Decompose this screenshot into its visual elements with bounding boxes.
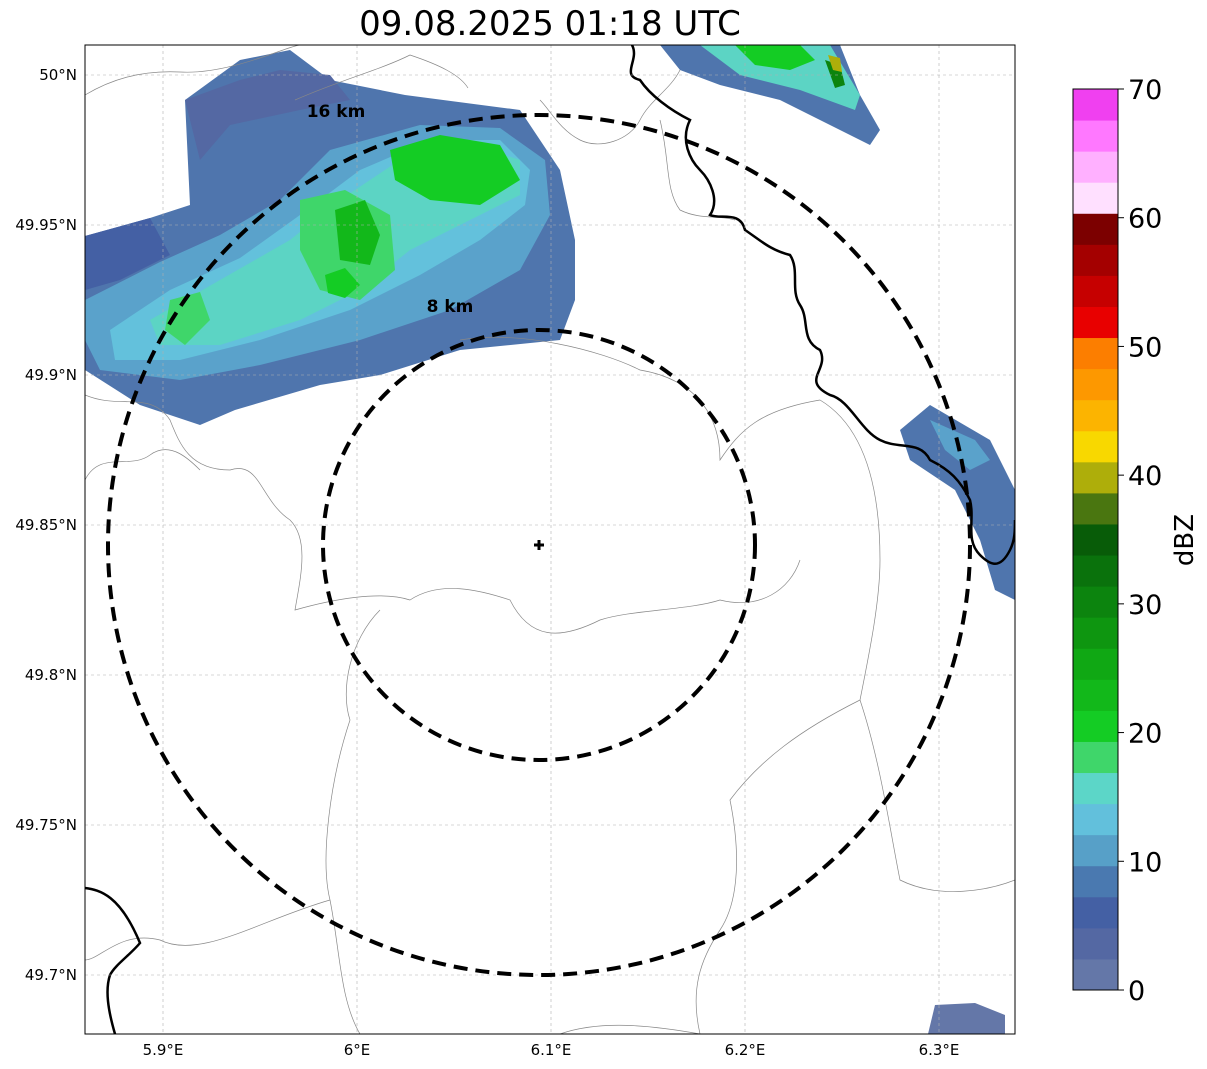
colorbar-segment bbox=[1073, 244, 1118, 276]
echo-green-2 bbox=[390, 135, 520, 205]
colorbar-segment bbox=[1073, 648, 1118, 680]
ring-label-16km: 16 km bbox=[307, 102, 366, 122]
ring-label-8km: 8 km bbox=[427, 297, 474, 317]
colorbar-segment bbox=[1073, 679, 1118, 711]
lon-tick-label: 6.1°E bbox=[531, 1041, 572, 1059]
colorbar-segment bbox=[1073, 337, 1118, 370]
echo-green-4 bbox=[325, 268, 360, 298]
echo-yellow-northeast bbox=[828, 55, 842, 72]
colorbar-tick-label: 50 bbox=[1128, 332, 1162, 363]
lat-tick-label: 49.95°N bbox=[15, 216, 77, 234]
colorbar-segment bbox=[1073, 182, 1118, 214]
colorbar-segment bbox=[1073, 586, 1118, 618]
colorbar-tick-label: 40 bbox=[1128, 461, 1162, 492]
colorbar-segment bbox=[1073, 741, 1118, 774]
colorbar-segment bbox=[1073, 275, 1118, 307]
colorbar-segment bbox=[1073, 306, 1118, 339]
range-rings bbox=[106, 113, 972, 977]
lat-tick-label: 49.9°N bbox=[25, 366, 77, 384]
colorbar-tick-label: 10 bbox=[1128, 847, 1162, 878]
lat-tick-label: 49.75°N bbox=[15, 816, 77, 834]
lat-tick-label: 49.8°N bbox=[25, 666, 77, 684]
echo-blue-edge-1 bbox=[85, 218, 170, 290]
colorbar-segment bbox=[1073, 492, 1118, 525]
colorbar-segment bbox=[1073, 213, 1118, 245]
colorbar-segment bbox=[1073, 523, 1118, 556]
range-ring-16km bbox=[106, 113, 972, 977]
colorbar-segment bbox=[1073, 151, 1118, 183]
colorbar-segment bbox=[1073, 803, 1118, 836]
colorbar-segment bbox=[1073, 555, 1118, 587]
colorbar-segment bbox=[1073, 89, 1118, 121]
lon-tick-label: 6.2°E bbox=[725, 1041, 766, 1059]
colorbar-segment bbox=[1073, 834, 1118, 867]
colorbar-segment bbox=[1073, 927, 1118, 960]
graticule bbox=[85, 45, 1015, 1034]
colorbar bbox=[1072, 88, 1119, 991]
echo-area-southeast bbox=[928, 1003, 1005, 1034]
colorbar-tick-label: 60 bbox=[1128, 204, 1162, 235]
colorbar-segment bbox=[1073, 461, 1118, 494]
plus-icon bbox=[534, 540, 544, 550]
echo-green-northeast bbox=[735, 45, 815, 70]
colorbar-segment bbox=[1073, 958, 1118, 991]
latitude-tick-labels: 50°N 49.95°N 49.9°N 49.85°N 49.8°N 49.75°N 49.… bbox=[15, 66, 77, 984]
lat-tick-label: 49.85°N bbox=[15, 516, 77, 534]
colorbar-tick-label: 70 bbox=[1128, 75, 1162, 106]
lon-tick-label: 6°E bbox=[344, 1041, 371, 1059]
echo-blue-edge-2 bbox=[185, 70, 350, 160]
lon-tick-label: 5.9°E bbox=[143, 1041, 184, 1059]
colorbar-tick-label: 20 bbox=[1128, 719, 1162, 750]
colorbar-segment bbox=[1073, 772, 1118, 805]
longitude-tick-labels: 5.9°E 6°E 6.1°E 6.2°E 6.3°E bbox=[143, 1041, 960, 1059]
colorbar-segment bbox=[1073, 617, 1118, 649]
radar-echoes bbox=[85, 45, 1015, 1034]
colorbar-tick-labels: 0 10 20 30 40 50 60 70 bbox=[1118, 75, 1162, 1007]
colorbar-tick-label: 0 bbox=[1128, 976, 1145, 1007]
colorbar-segment bbox=[1073, 710, 1118, 742]
lat-tick-label: 50°N bbox=[39, 66, 77, 84]
echo-green-3 bbox=[335, 200, 380, 265]
colorbar-segment bbox=[1073, 120, 1118, 152]
colorbar-segment bbox=[1073, 368, 1118, 401]
colorbar-label: dBZ bbox=[1170, 514, 1200, 566]
colorbar-segment bbox=[1073, 865, 1118, 898]
colorbar-frame bbox=[1072, 88, 1119, 991]
colorbar-segment bbox=[1073, 896, 1118, 929]
echo-green-5 bbox=[165, 292, 210, 345]
map-frame bbox=[84, 44, 1016, 1035]
echo-area-northeast-inner bbox=[700, 45, 860, 110]
colorbar-segment bbox=[1073, 430, 1118, 463]
range-ring-8km bbox=[321, 328, 757, 762]
colorbar-tick-label: 30 bbox=[1128, 590, 1162, 621]
lat-tick-label: 49.7°N bbox=[25, 966, 77, 984]
lon-tick-label: 6.3°E bbox=[919, 1041, 960, 1059]
map-title: 09.08.2025 01:18 UTC bbox=[359, 4, 741, 44]
colorbar-segment bbox=[1073, 399, 1118, 432]
echo-area-east bbox=[900, 405, 1015, 600]
